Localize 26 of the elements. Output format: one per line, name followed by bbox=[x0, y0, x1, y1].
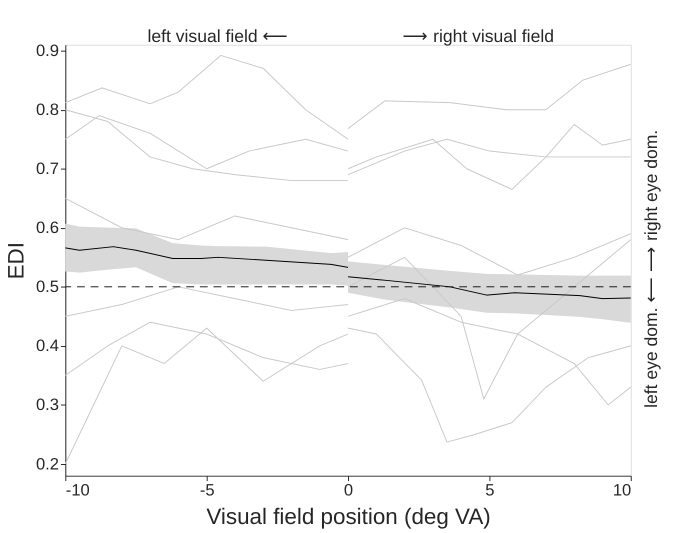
x-tick-label: -5 bbox=[200, 480, 215, 500]
line-series bbox=[64, 54, 349, 140]
annotation: left visual field ⟵ bbox=[148, 26, 288, 46]
y-axis-title: EDI bbox=[3, 242, 28, 280]
y-tick-label: 0.7 bbox=[36, 159, 59, 178]
line-series bbox=[348, 124, 632, 190]
y-tick-label: 0.5 bbox=[36, 277, 59, 296]
annotation: ⟶ right visual field bbox=[402, 26, 554, 46]
line-series bbox=[64, 246, 349, 268]
y-tick-label: 0.6 bbox=[36, 218, 59, 238]
line-series bbox=[348, 64, 632, 130]
x-tick-label: -10 bbox=[66, 480, 90, 500]
y-tick-label: 0.8 bbox=[36, 100, 59, 120]
line-series bbox=[348, 227, 632, 276]
y-tick-label: 0.4 bbox=[36, 336, 59, 356]
x-tick-label: 5 bbox=[485, 480, 495, 500]
line-series bbox=[64, 286, 349, 317]
y-tick-label: 0.3 bbox=[36, 395, 59, 414]
line-series bbox=[64, 109, 349, 182]
x-tick-label: 10 bbox=[612, 480, 632, 500]
x-tick-label: 0 bbox=[344, 480, 354, 500]
text: left eye dom. ⟵ ⟶ right eye dom. bbox=[641, 130, 662, 408]
y-tick-label: 0.2 bbox=[36, 454, 59, 474]
x-axis-title: Visual field position (deg VA) bbox=[206, 504, 491, 529]
line-series bbox=[64, 198, 349, 240]
y-tick-label: 0.9 bbox=[36, 41, 59, 60]
